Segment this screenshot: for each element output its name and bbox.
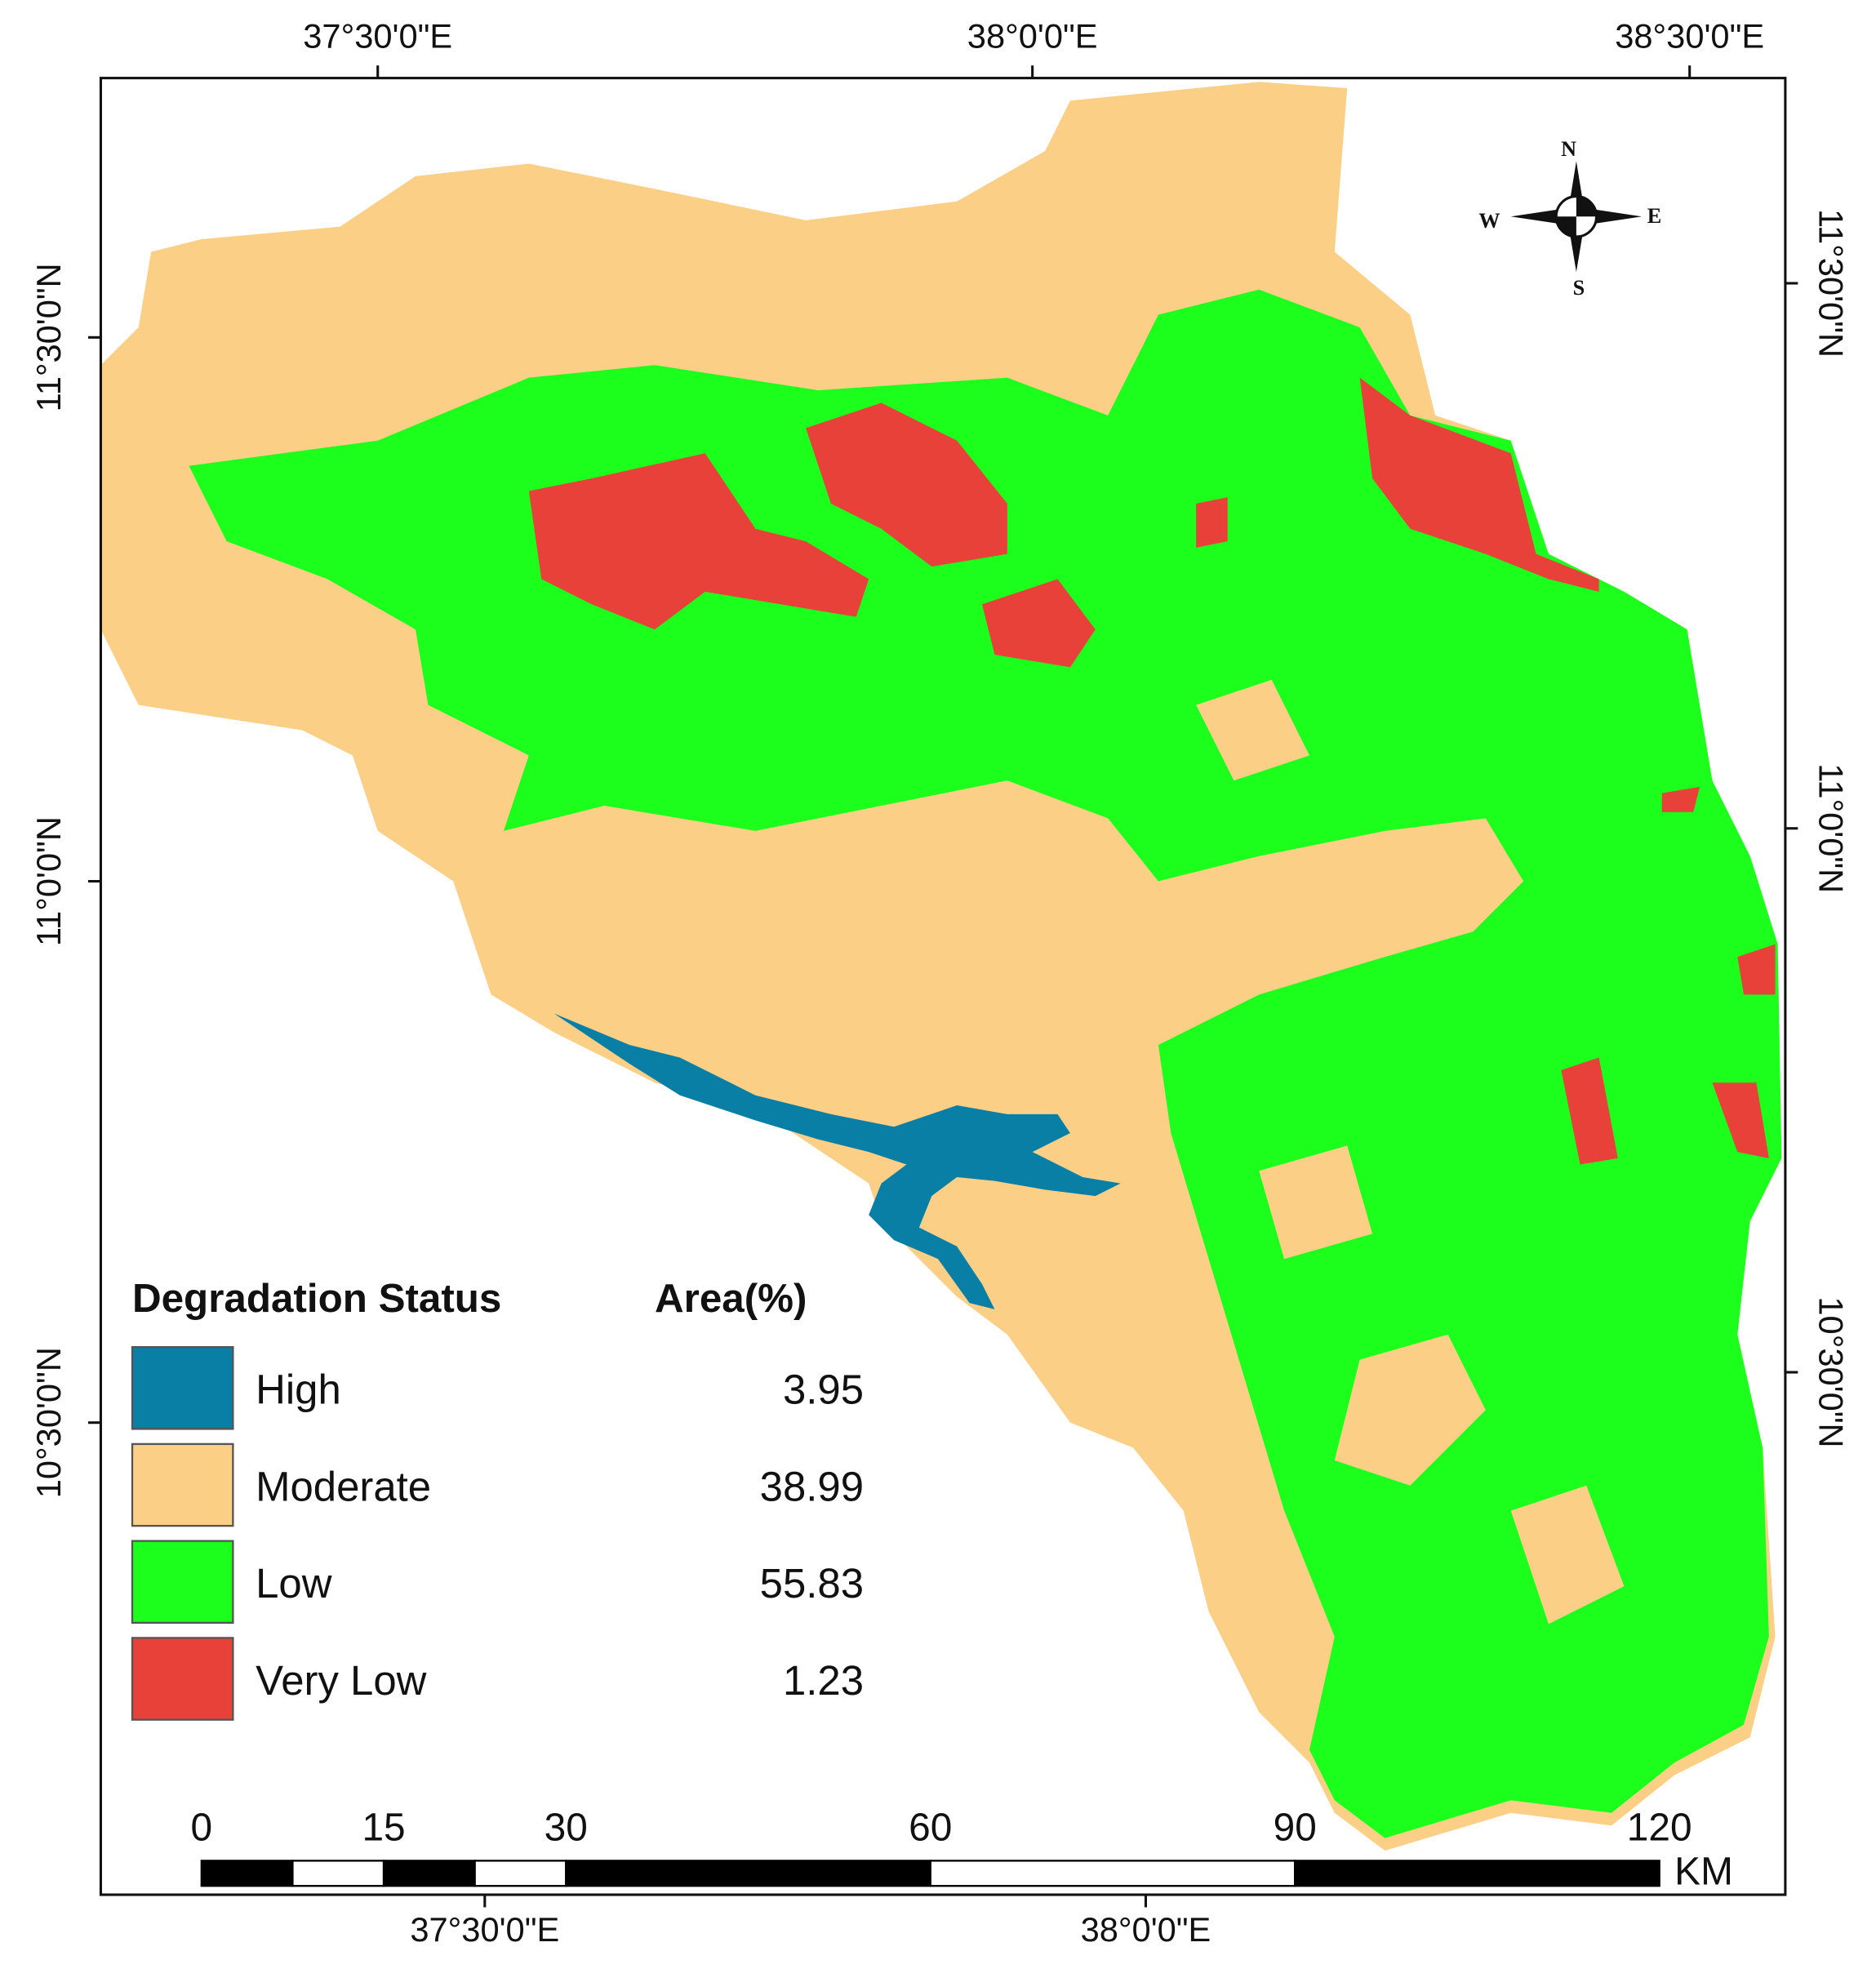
- lon-label: 38°0'0"E: [967, 17, 1098, 56]
- legend-swatch: [131, 1540, 234, 1625]
- legend-title: Degradation Status: [132, 1276, 501, 1321]
- scale-label: 0: [191, 1807, 213, 1850]
- scale-label: 15: [362, 1807, 405, 1850]
- legend-swatch: [131, 1345, 234, 1430]
- north-arrow: [1510, 161, 1643, 273]
- legend-label: Very Low: [256, 1657, 427, 1704]
- compass-e: E: [1647, 204, 1661, 228]
- very-low-area: [528, 377, 1776, 1165]
- frame-ticks: [88, 65, 1798, 1908]
- lat-label: 11°0'0"N: [29, 816, 68, 946]
- legend-value-header: Area(%): [655, 1276, 807, 1321]
- lat-label: 10°30'0"N: [1812, 1296, 1851, 1447]
- legend-value: 3.95: [783, 1367, 864, 1413]
- high-area: [553, 1013, 1121, 1309]
- lon-label: 38°30'0"E: [1615, 17, 1764, 56]
- scale-segment: [1294, 1860, 1660, 1887]
- lat-label: 11°0'0"N: [1812, 763, 1851, 893]
- legend-label: High: [256, 1367, 341, 1413]
- lat-label: 11°30'0"N: [29, 263, 68, 411]
- scale-unit: KM: [1674, 1851, 1733, 1894]
- scale-segment: [200, 1860, 294, 1887]
- scale-segment: [565, 1860, 931, 1887]
- legend-label: Low: [256, 1560, 332, 1607]
- compass-w: W: [1478, 209, 1500, 233]
- scale-segment: [382, 1860, 476, 1887]
- lon-label: 37°30'0"E: [303, 17, 452, 56]
- lat-label: 11°30'0"N: [1812, 209, 1851, 358]
- lat-label: 10°30'0"N: [29, 1347, 68, 1498]
- scale-segment: [473, 1860, 567, 1887]
- scale-label: 90: [1274, 1807, 1317, 1850]
- lon-label: 37°30'0"E: [410, 1910, 559, 1949]
- legend-swatch: [131, 1637, 234, 1721]
- legend-value: 38.99: [760, 1463, 864, 1509]
- frame: [99, 77, 1787, 1896]
- moderate-patch: [1196, 679, 1625, 1625]
- legend-value: 1.23: [783, 1657, 864, 1704]
- compass-s: S: [1573, 276, 1585, 300]
- lon-label: 38°0'0"E: [1081, 1910, 1211, 1949]
- scale-label: 30: [545, 1807, 588, 1850]
- legend-value: 55.83: [760, 1560, 864, 1607]
- legend-swatch: [131, 1442, 234, 1527]
- scale-segment: [291, 1860, 385, 1887]
- scale-segment: [929, 1860, 1296, 1887]
- compass-n: N: [1561, 137, 1576, 161]
- scale-label: 60: [909, 1807, 952, 1850]
- scale-label: 120: [1627, 1807, 1692, 1850]
- legend-label: Moderate: [256, 1463, 431, 1509]
